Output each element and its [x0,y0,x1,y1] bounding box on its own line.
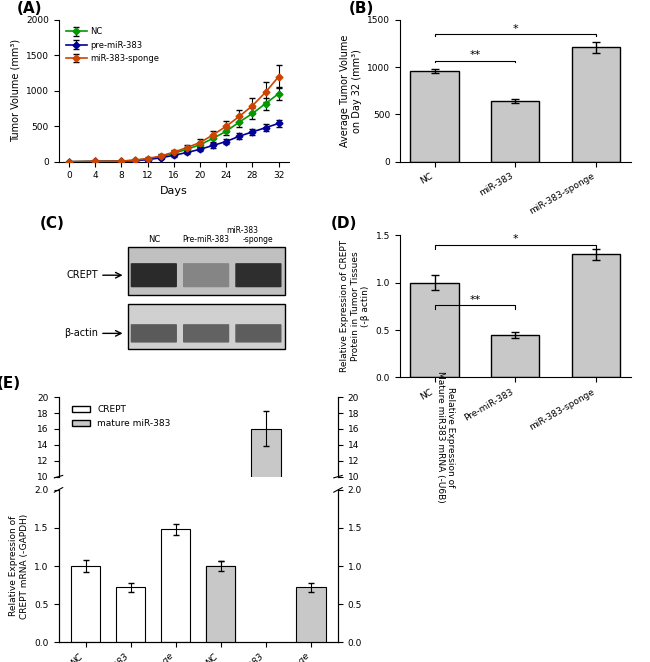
Bar [296,587,326,642]
Bar [571,254,620,377]
Text: CREPT: CREPT [66,270,98,280]
Text: NC: NC [148,235,160,244]
Text: (B): (B) [349,1,374,16]
Text: β-actin: β-actin [64,328,98,338]
Text: (E): (E) [0,375,21,391]
Text: *: * [512,234,518,244]
Bar [251,429,281,556]
Bar [206,566,235,642]
Bar [161,530,190,642]
Bar [491,335,540,377]
FancyBboxPatch shape [235,263,281,287]
FancyBboxPatch shape [235,324,281,343]
Bar [71,566,100,642]
Text: (C): (C) [40,216,65,232]
X-axis label: Days: Days [160,186,188,196]
Legend: NC, pre-miR-383, miR-383-sponge: NC, pre-miR-383, miR-383-sponge [62,24,162,66]
Bar [410,283,459,377]
Y-axis label: Average Tumor Volume
on Day 32 (mm³): Average Tumor Volume on Day 32 (mm³) [340,34,361,147]
Bar [571,47,620,162]
Text: (A): (A) [17,1,42,16]
Text: miR-383: miR-383 [227,226,259,236]
Text: **: ** [469,50,480,60]
Legend: CREPT, mature miR-383: CREPT, mature miR-383 [69,402,174,432]
Y-axis label: Relative Expression of
CREPT mRNA (-GAPDH): Relative Expression of CREPT mRNA (-GAPD… [10,514,29,618]
Bar [127,304,285,349]
FancyBboxPatch shape [183,263,229,287]
Bar [116,587,146,642]
Text: -sponge: -sponge [243,235,274,244]
Text: Pre-miR-383: Pre-miR-383 [183,235,229,244]
Y-axis label: Tumor Volume (mm³): Tumor Volume (mm³) [10,39,20,142]
Text: *: * [512,24,518,34]
Y-axis label: Relative Expression of
Mature miR383 mRNA (-U6B): Relative Expression of Mature miR383 mRN… [436,371,455,503]
Bar [127,247,285,295]
Text: (D): (D) [331,216,357,232]
FancyBboxPatch shape [131,263,177,287]
Text: **: ** [469,295,480,305]
Bar [206,566,235,642]
Bar [410,71,459,162]
Y-axis label: Relative Expression of CREPT
Protein in Tumor Tissues
(-β actin): Relative Expression of CREPT Protein in … [341,240,370,373]
FancyBboxPatch shape [183,324,229,343]
Bar [491,101,540,162]
FancyBboxPatch shape [131,324,177,343]
